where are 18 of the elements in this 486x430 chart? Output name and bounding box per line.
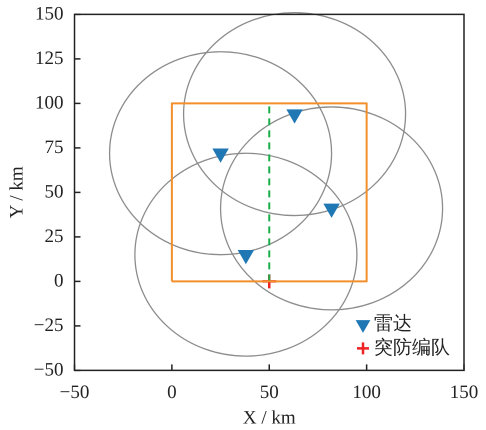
y-tick-label: 125 <box>35 48 64 69</box>
x-axis-title: X / km <box>242 408 296 429</box>
y-tick-label: 25 <box>44 226 64 247</box>
y-tick-label: 100 <box>35 92 64 114</box>
y-tick-label: 50 <box>44 181 64 202</box>
y-tick-label: 75 <box>44 136 64 158</box>
x-tick-label: 150 <box>450 382 478 403</box>
legend-label: 突防编队 <box>374 336 450 358</box>
x-tick-label: 50 <box>260 382 279 403</box>
x-tick-label: 0 <box>167 382 177 403</box>
y-tick-label: −50 <box>34 359 64 380</box>
y-axis-title: Y / km <box>6 166 28 218</box>
legend-label: 雷达 <box>374 313 412 334</box>
y-tick-label: 150 <box>35 3 64 24</box>
x-tick-label: −50 <box>60 382 90 403</box>
x-tick-label: 100 <box>352 382 381 403</box>
y-tick-label: −25 <box>34 314 64 336</box>
y-tick-label: 0 <box>54 270 64 292</box>
